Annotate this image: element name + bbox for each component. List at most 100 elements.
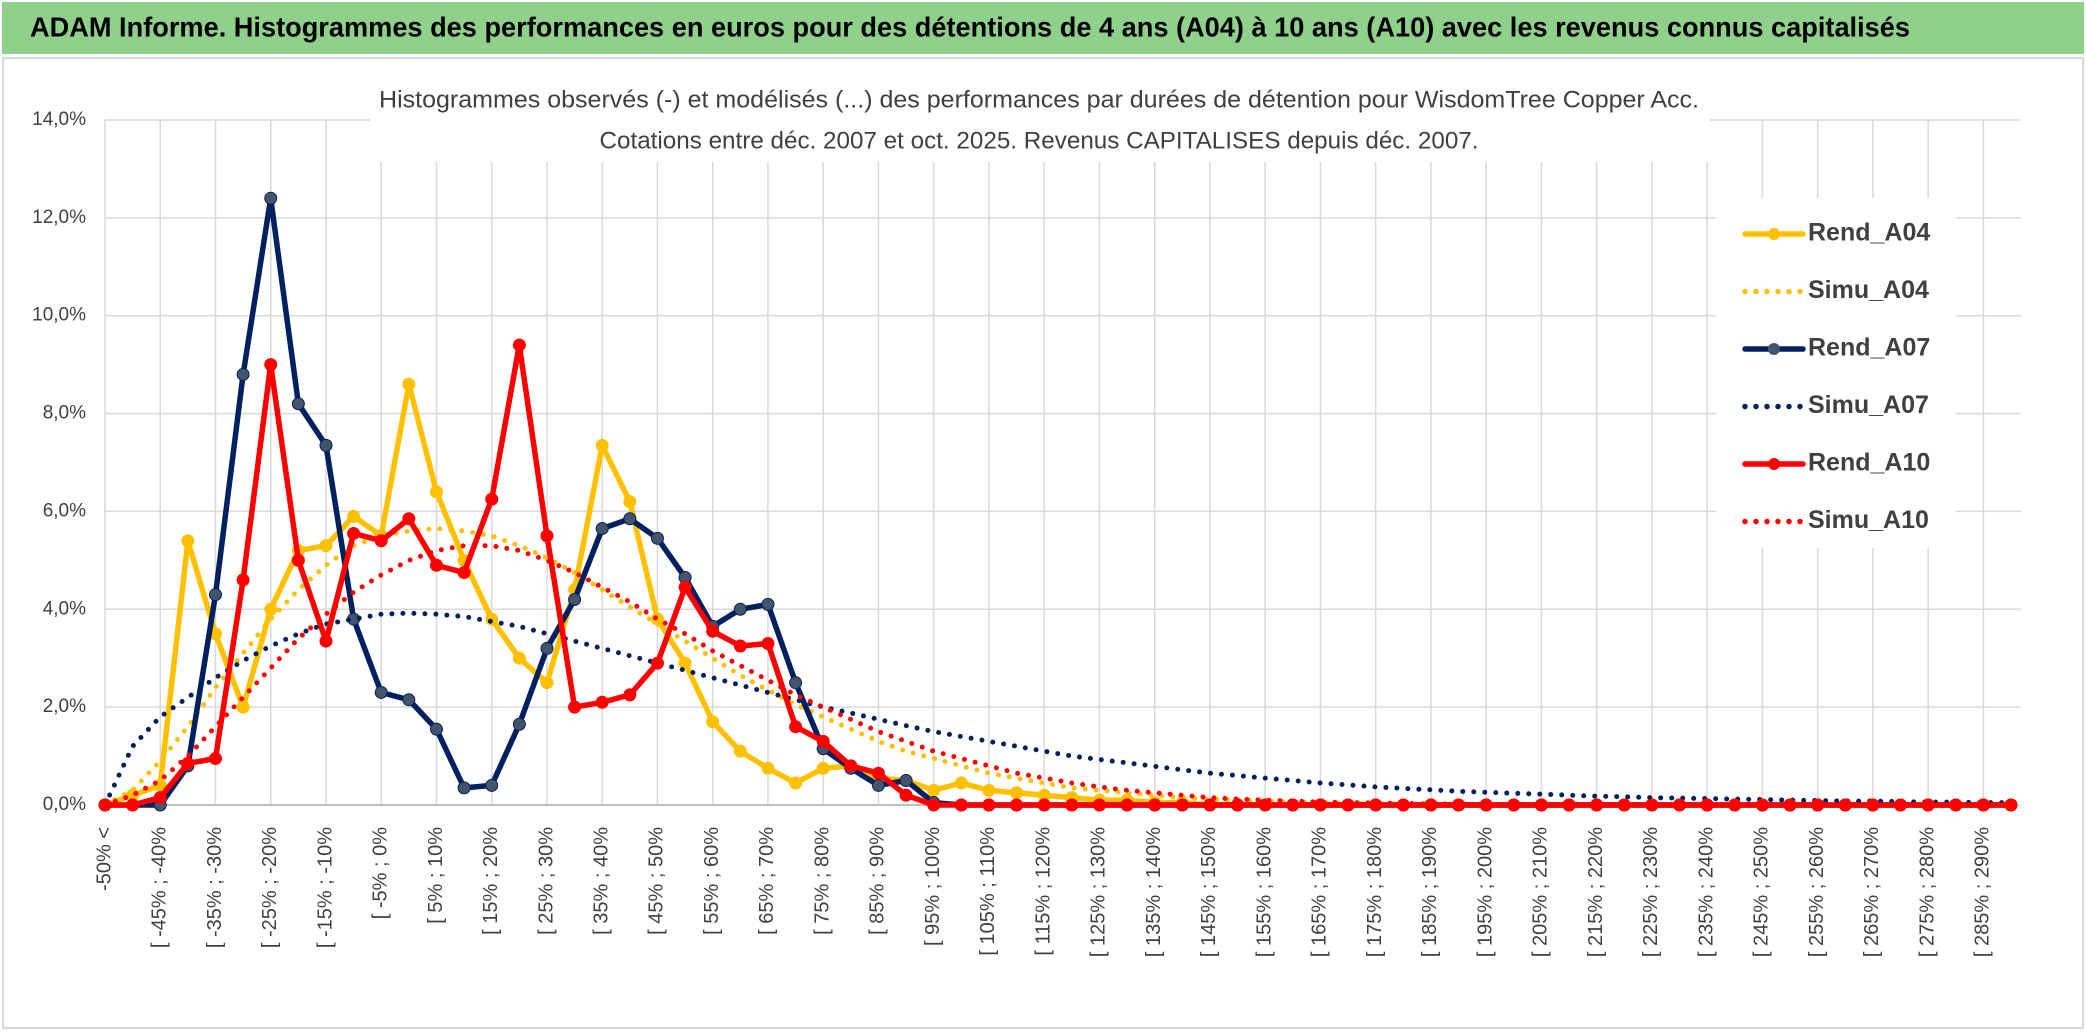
data-point — [1120, 798, 1134, 812]
y-tick-label: 8,0% — [43, 403, 86, 424]
data-point — [236, 367, 250, 381]
data-point — [1010, 798, 1024, 812]
data-point — [650, 531, 664, 545]
data-point — [761, 597, 775, 611]
data-point — [1148, 798, 1162, 812]
page-title: ADAM Informe. Histogrammes des performan… — [30, 11, 1910, 42]
data-point — [623, 512, 637, 526]
data-point — [595, 522, 609, 536]
data-point — [927, 783, 941, 797]
x-tick-label: [ 25% ; 30% — [535, 827, 557, 935]
data-point — [126, 798, 140, 812]
chart-frame — [2, 57, 2084, 1029]
data-point — [816, 734, 830, 748]
x-tick-label: [ 175% ; 180% — [1364, 827, 1386, 957]
data-point — [982, 798, 996, 812]
grid: 0,0% 2,0% 4,0% 6,0% 8,0% 10,0% 12,0% 14,0% -50% … — [32, 109, 2021, 957]
data-point — [954, 776, 968, 790]
data-point — [540, 676, 554, 690]
data-point — [485, 492, 499, 506]
data-point — [540, 641, 554, 655]
data-point — [429, 722, 443, 736]
data-point — [540, 529, 554, 543]
x-tick-label: [ 285% ; 290% — [1972, 827, 1994, 957]
data-point — [733, 602, 747, 616]
data-point — [844, 759, 858, 773]
x-tick-label: [ 225% ; 230% — [1640, 827, 1662, 957]
x-tick-label: [ 15% ; 20% — [480, 827, 502, 935]
x-tick-label: [ 105% ; 110% — [977, 827, 999, 956]
y-tick-label: 4,0% — [43, 598, 86, 619]
data-point — [512, 338, 526, 352]
data-point — [208, 752, 222, 766]
title-backdrop — [370, 82, 1710, 162]
data-point — [678, 656, 692, 670]
data-point — [568, 700, 582, 714]
x-tick-label: [ 35% ; 40% — [590, 827, 612, 935]
legend-label: Rend_A04 — [1808, 219, 1930, 247]
x-tick-label: [ 5% ; 10% — [425, 827, 447, 924]
data-point — [761, 637, 775, 651]
x-tick-label: [ -25% ; -20% — [259, 827, 281, 948]
data-point — [1065, 798, 1079, 812]
data-point — [595, 695, 609, 709]
data-point — [402, 693, 416, 707]
data-point — [733, 639, 747, 653]
data-point — [1092, 798, 1106, 812]
data-point — [650, 656, 664, 670]
legend-marker — [1768, 458, 1780, 470]
legend-marker — [1768, 228, 1780, 240]
x-tick-label: [ 95% ; 100% — [922, 827, 944, 946]
x-tick-label: [ -15% ; -10% — [314, 827, 336, 948]
x-tick-label: [ 235% ; 240% — [1695, 827, 1717, 957]
data-point — [1341, 798, 1355, 812]
data-point — [429, 485, 443, 499]
data-point — [706, 624, 720, 638]
data-point — [761, 761, 775, 775]
chart-title: Histogrammes observés (-) et modélisés (… — [379, 86, 1699, 113]
x-tick-label: [ 205% ; 210% — [1530, 827, 1552, 957]
data-point — [623, 495, 637, 509]
data-point — [181, 756, 195, 770]
data-point — [1175, 798, 1189, 812]
data-point — [429, 558, 443, 572]
data-point — [485, 778, 499, 792]
data-point — [816, 761, 830, 775]
data-point — [264, 602, 278, 616]
data-point — [1203, 798, 1217, 812]
x-tick-label: [ 245% ; 250% — [1751, 827, 1773, 957]
x-tick-label: [ -35% ; -30% — [204, 827, 226, 948]
data-point — [402, 512, 416, 526]
data-point — [347, 509, 361, 523]
y-tick-label: 14,0% — [32, 109, 86, 130]
data-point — [347, 526, 361, 540]
x-tick-label: [ 65% ; 70% — [756, 827, 778, 935]
data-point — [236, 700, 250, 714]
data-point — [899, 774, 913, 788]
legend: Rend_A04 Simu_A04 Rend_A07 Simu_A07 Rend_A10… — [1742, 219, 1930, 534]
data-point — [512, 717, 526, 731]
data-point — [236, 573, 250, 587]
data-point — [1037, 798, 1051, 812]
chart-subtitle: Cotations entre déc. 2007 et oct. 2025. … — [600, 127, 1479, 154]
x-tick-label: [ -45% ; -40% — [149, 827, 171, 948]
legend-label: Rend_A10 — [1808, 449, 1930, 477]
data-point — [264, 358, 278, 372]
x-tick-label: [ 45% ; 50% — [646, 827, 668, 935]
x-tick-label: [ 125% ; 130% — [1088, 827, 1110, 957]
x-tick-label: [ 55% ; 60% — [701, 827, 723, 935]
data-point — [319, 539, 333, 553]
data-point — [982, 783, 996, 797]
y-tick-label: 12,0% — [32, 207, 86, 228]
data-point — [512, 651, 526, 665]
legend-label: Rend_A07 — [1808, 334, 1930, 362]
data-point — [623, 688, 637, 702]
data-point — [927, 798, 941, 812]
data-point — [789, 776, 803, 790]
plot-area — [98, 191, 2018, 812]
x-tick-label: [ 115% ; 120% — [1032, 827, 1054, 956]
data-point — [706, 715, 720, 729]
data-point — [457, 566, 471, 580]
data-point — [871, 766, 885, 780]
